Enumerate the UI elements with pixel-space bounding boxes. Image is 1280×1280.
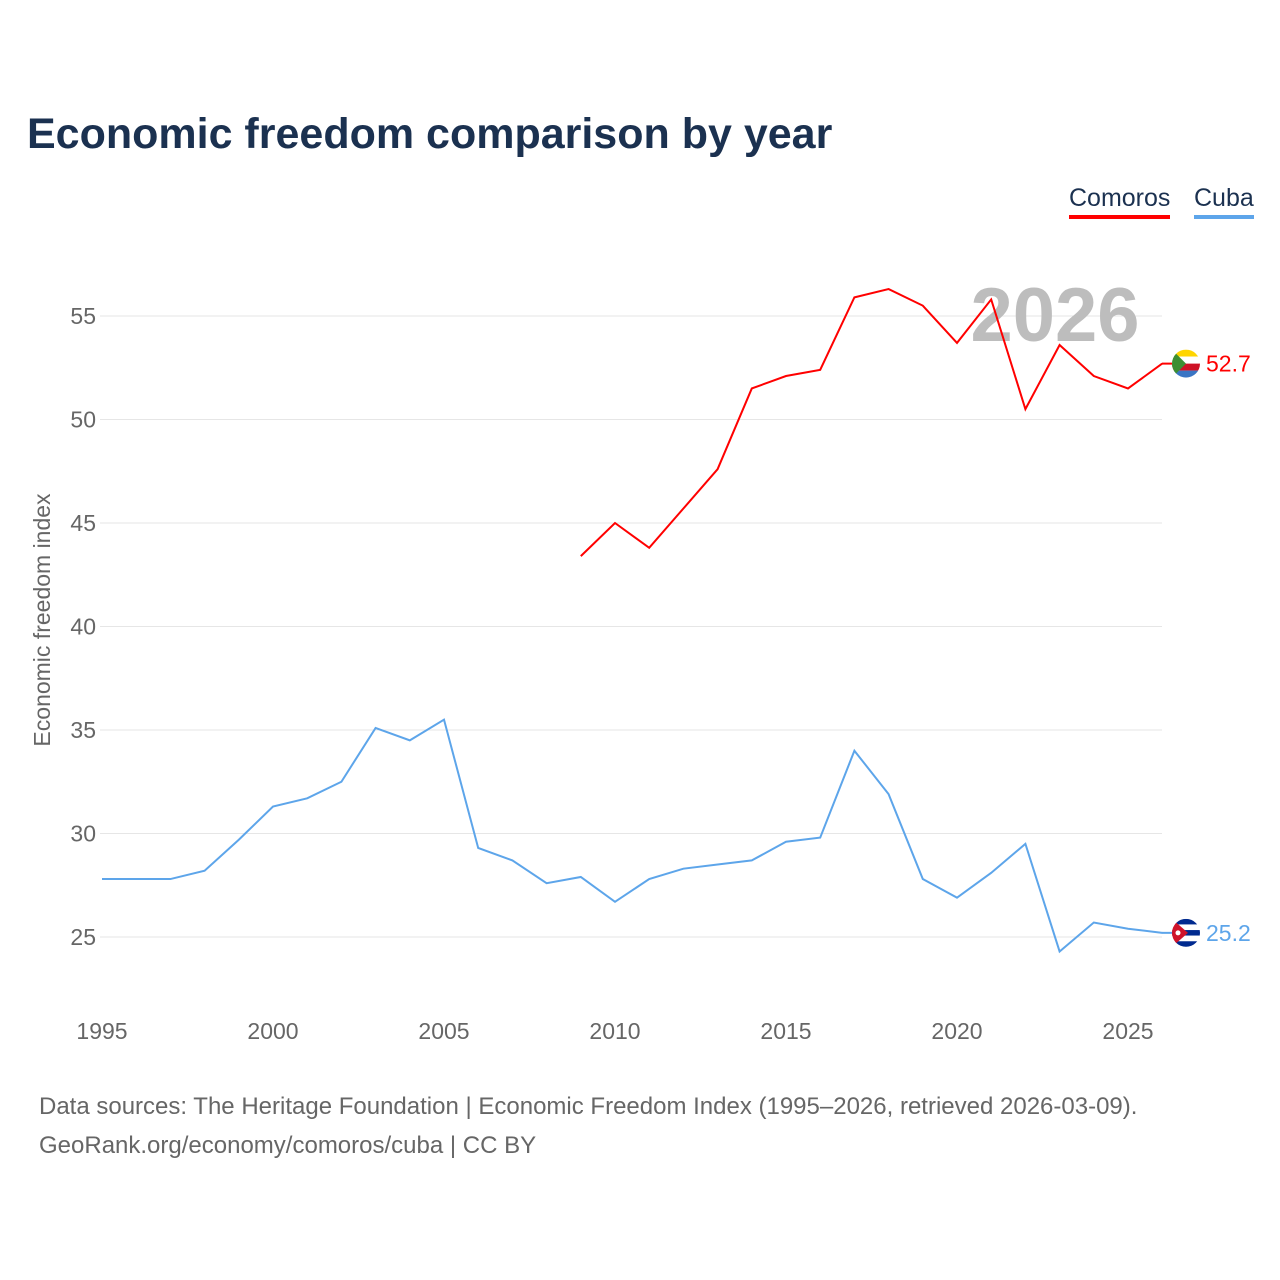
source-note: Data sources: The Heritage Foundation | … (39, 1093, 1138, 1120)
series-line-cuba[interactable] (102, 718, 1163, 954)
year-watermark: 2026 (970, 273, 1139, 358)
x-tick-label: 2020 (931, 1018, 982, 1044)
x-tick-label: 1995 (76, 1018, 127, 1044)
footer: Data sources: The Heritage Foundation | … (39, 1087, 1137, 1165)
y-axis-label: Economic freedom index (29, 493, 55, 747)
series-line-comoros[interactable] (580, 288, 1163, 557)
y-tick-label: 35 (70, 717, 96, 743)
end-value-label: 52.7 (1206, 351, 1251, 377)
x-tick-label: 2000 (247, 1018, 298, 1044)
x-tick-label: 2015 (760, 1018, 811, 1044)
legend-comoros[interactable]: Comoros (1069, 184, 1171, 219)
y-tick-label: 45 (70, 510, 96, 536)
y-tick-label: 55 (70, 303, 96, 329)
x-tick-label: 2010 (589, 1018, 640, 1044)
y-tick-label: 30 (70, 821, 96, 847)
y-tick-label: 40 (70, 614, 96, 640)
source-link[interactable]: GeoRank.org/economy/comoros/cuba | CC BY (39, 1132, 537, 1159)
chart-title: Economic freedom comparison by year (27, 110, 833, 158)
flag-comoros-icon (1172, 349, 1200, 378)
legend-cuba[interactable]: Cuba (1194, 184, 1254, 219)
flag-cuba-icon (1172, 918, 1200, 947)
x-tick-label: 2005 (418, 1018, 469, 1044)
end-value-label: 25.2 (1206, 920, 1251, 946)
y-tick-label: 50 (70, 407, 96, 433)
x-tick-label: 2025 (1102, 1018, 1153, 1044)
y-tick-label: 25 (70, 924, 96, 950)
